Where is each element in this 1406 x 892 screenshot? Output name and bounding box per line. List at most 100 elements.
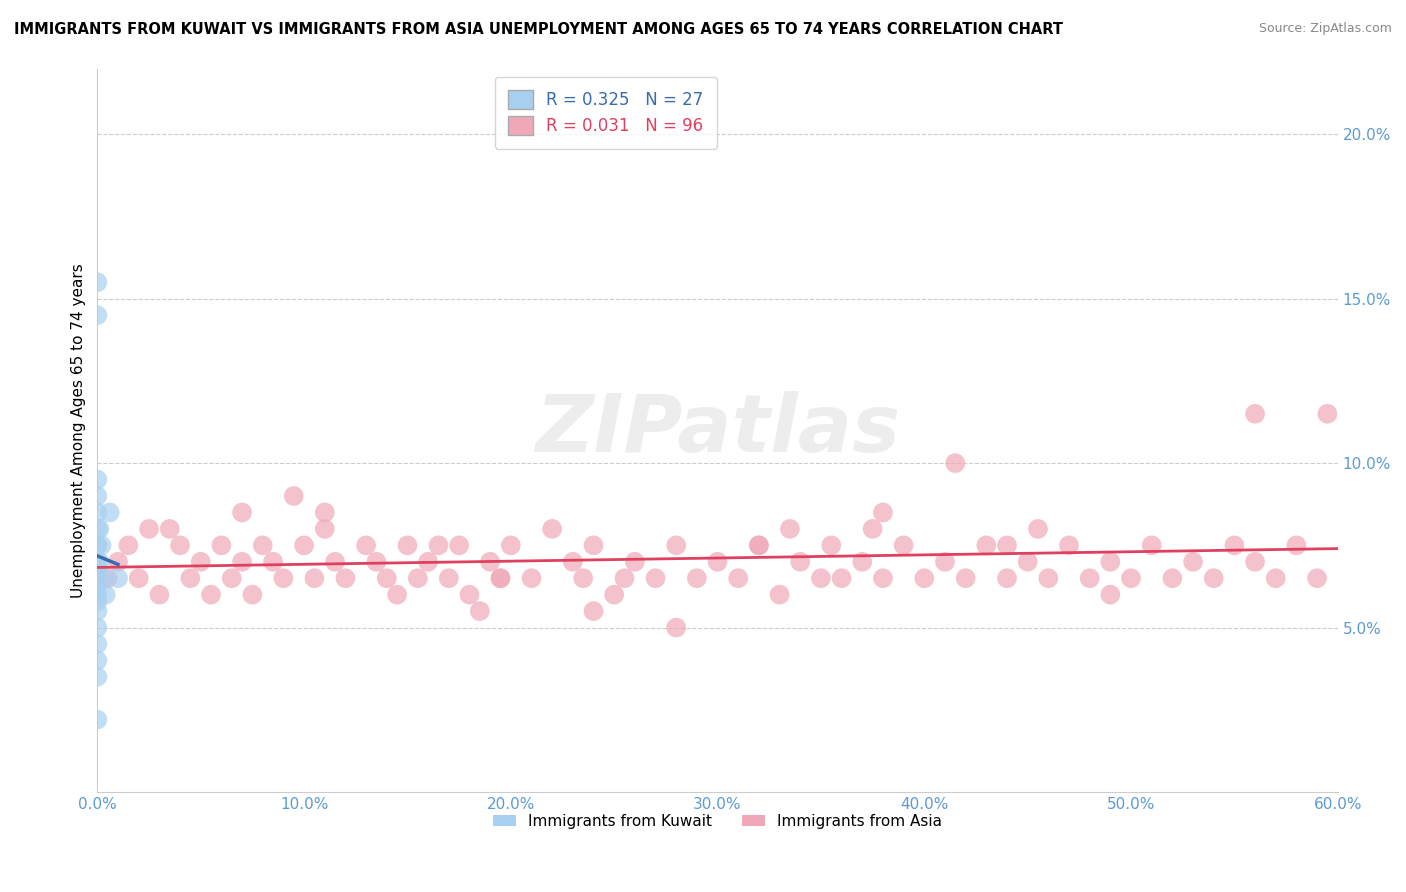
- Point: [976, 538, 998, 552]
- Point: [190, 555, 212, 569]
- Point: [1099, 555, 1122, 569]
- Point: [304, 571, 326, 585]
- Point: [665, 538, 688, 552]
- Point: [117, 538, 139, 552]
- Point: [86, 594, 108, 608]
- Point: [1244, 555, 1267, 569]
- Point: [706, 555, 728, 569]
- Point: [872, 571, 894, 585]
- Point: [86, 637, 108, 651]
- Point: [768, 588, 790, 602]
- Point: [94, 588, 117, 602]
- Point: [86, 561, 108, 575]
- Point: [138, 522, 160, 536]
- Point: [86, 275, 108, 289]
- Text: IMMIGRANTS FROM KUWAIT VS IMMIGRANTS FROM ASIA UNEMPLOYMENT AMONG AGES 65 TO 74 : IMMIGRANTS FROM KUWAIT VS IMMIGRANTS FRO…: [14, 22, 1063, 37]
- Point: [292, 538, 315, 552]
- Point: [323, 555, 346, 569]
- Point: [314, 505, 336, 519]
- Point: [86, 578, 108, 592]
- Point: [1038, 571, 1060, 585]
- Point: [107, 571, 129, 585]
- Point: [159, 522, 181, 536]
- Point: [179, 571, 201, 585]
- Point: [98, 505, 121, 519]
- Text: Source: ZipAtlas.com: Source: ZipAtlas.com: [1258, 22, 1392, 36]
- Point: [665, 621, 688, 635]
- Point: [810, 571, 832, 585]
- Point: [86, 538, 108, 552]
- Point: [86, 621, 108, 635]
- Point: [520, 571, 543, 585]
- Point: [231, 505, 253, 519]
- Point: [209, 538, 232, 552]
- Point: [242, 588, 264, 602]
- Point: [418, 555, 440, 569]
- Point: [872, 505, 894, 519]
- Point: [912, 571, 935, 585]
- Point: [644, 571, 666, 585]
- Point: [748, 538, 770, 552]
- Point: [262, 555, 284, 569]
- Text: ZIPatlas: ZIPatlas: [536, 392, 900, 469]
- Point: [727, 571, 749, 585]
- Point: [943, 456, 966, 470]
- Point: [86, 308, 108, 322]
- Point: [1161, 571, 1184, 585]
- Point: [686, 571, 709, 585]
- Point: [748, 538, 770, 552]
- Y-axis label: Unemployment Among Ages 65 to 74 years: Unemployment Among Ages 65 to 74 years: [72, 263, 86, 598]
- Point: [779, 522, 801, 536]
- Point: [831, 571, 853, 585]
- Point: [1202, 571, 1225, 585]
- Point: [406, 571, 429, 585]
- Point: [479, 555, 502, 569]
- Point: [231, 555, 253, 569]
- Point: [582, 538, 605, 552]
- Point: [603, 588, 626, 602]
- Point: [893, 538, 915, 552]
- Point: [335, 571, 357, 585]
- Point: [851, 555, 873, 569]
- Point: [314, 522, 336, 536]
- Point: [499, 538, 522, 552]
- Point: [572, 571, 595, 585]
- Point: [89, 522, 111, 536]
- Point: [252, 538, 274, 552]
- Point: [107, 555, 129, 569]
- Point: [86, 555, 108, 569]
- Point: [1017, 555, 1039, 569]
- Point: [200, 588, 222, 602]
- Point: [385, 588, 408, 602]
- Point: [86, 653, 108, 667]
- Point: [375, 571, 398, 585]
- Point: [624, 555, 647, 569]
- Point: [128, 571, 150, 585]
- Point: [468, 604, 491, 618]
- Point: [995, 538, 1018, 552]
- Point: [86, 670, 108, 684]
- Point: [489, 571, 512, 585]
- Point: [86, 473, 108, 487]
- Point: [86, 489, 108, 503]
- Point: [1099, 588, 1122, 602]
- Point: [955, 571, 977, 585]
- Point: [1057, 538, 1080, 552]
- Point: [1119, 571, 1142, 585]
- Point: [437, 571, 460, 585]
- Point: [934, 555, 956, 569]
- Point: [90, 538, 112, 552]
- Point: [86, 571, 108, 585]
- Point: [1140, 538, 1163, 552]
- Point: [283, 489, 305, 503]
- Point: [86, 713, 108, 727]
- Point: [1026, 522, 1049, 536]
- Point: [1316, 407, 1339, 421]
- Point: [561, 555, 583, 569]
- Point: [1182, 555, 1205, 569]
- Point: [396, 538, 419, 552]
- Point: [1306, 571, 1329, 585]
- Point: [86, 505, 108, 519]
- Point: [86, 522, 108, 536]
- Point: [1285, 538, 1308, 552]
